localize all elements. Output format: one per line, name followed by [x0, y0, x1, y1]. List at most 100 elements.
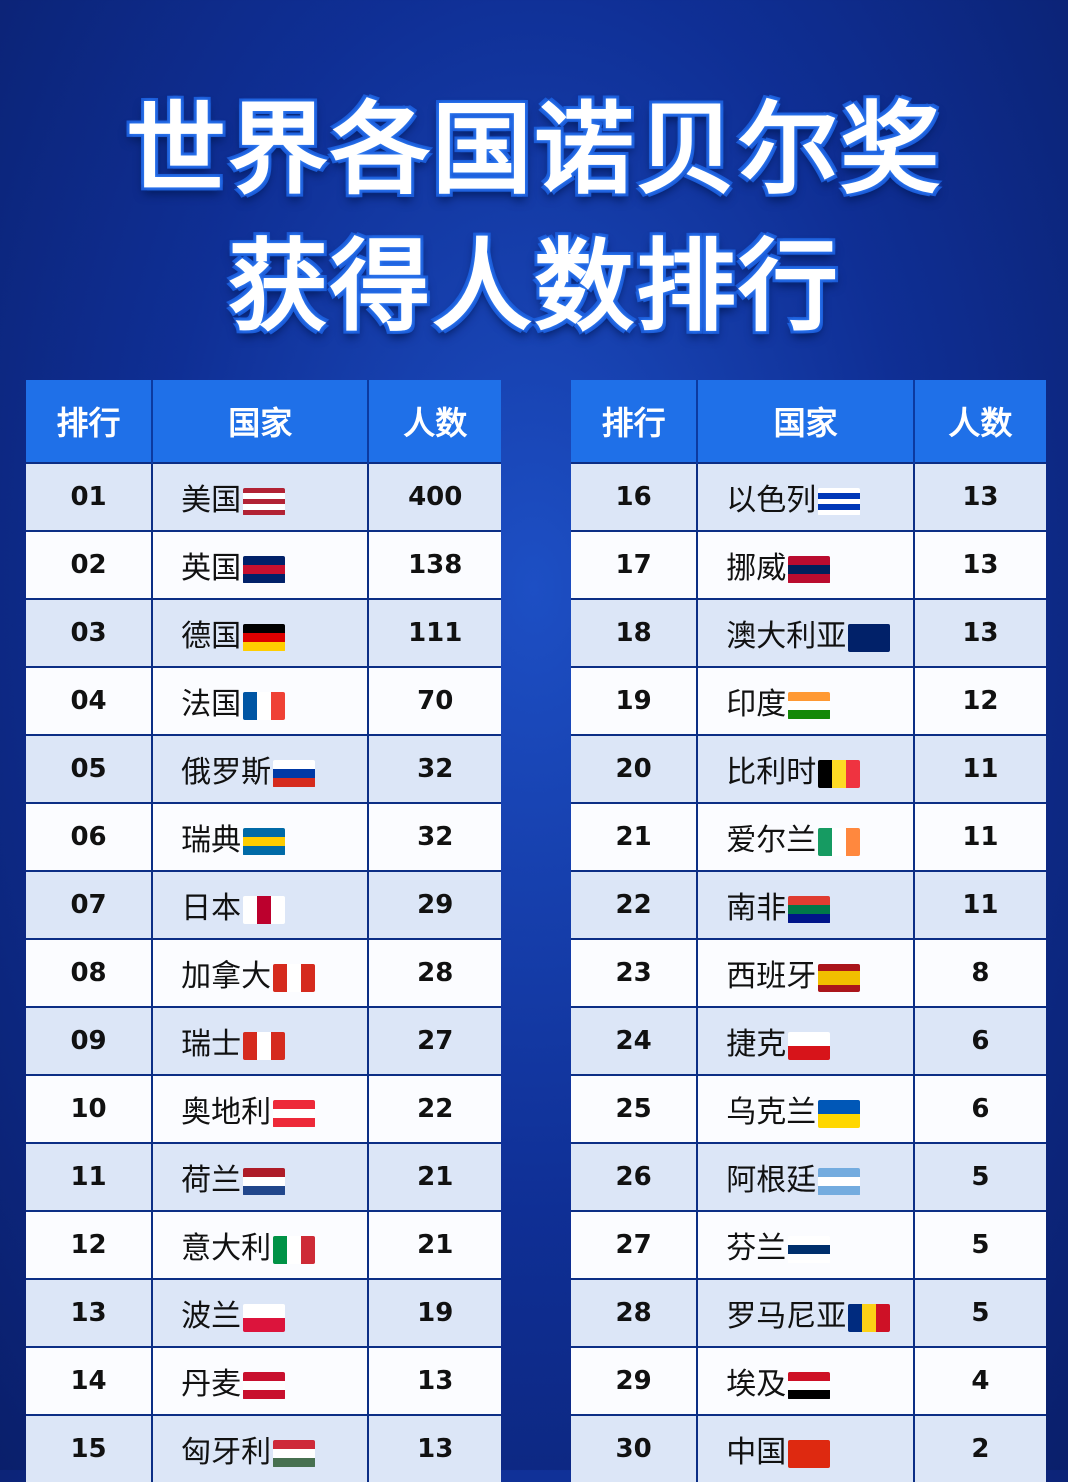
- rank-cell: 04: [26, 666, 154, 735]
- table-row: 07 日本 29: [26, 870, 501, 939]
- count-cell: 111: [368, 598, 501, 667]
- flag-stripe: [818, 487, 861, 494]
- flag-icon: [788, 1439, 831, 1468]
- count-cell: 21: [368, 1142, 501, 1211]
- rank-cell: 26: [571, 1142, 699, 1211]
- rank-cell: 03: [26, 598, 154, 667]
- table-row: 28 罗马尼亚 5: [571, 1278, 1046, 1347]
- rank-cell: 15: [26, 1414, 154, 1482]
- ranking-table-right: 排行 国家 人数 16 以色列 13 17 挪威 13 18 澳大利亚 13 19 印…: [571, 380, 1046, 1482]
- rank-cell: 05: [26, 734, 154, 803]
- country-cell: 捷克: [697, 1006, 915, 1075]
- country-cell: 印度: [697, 666, 915, 735]
- count-cell: 13: [368, 1346, 501, 1415]
- count-cell: 5: [913, 1278, 1046, 1347]
- count-cell: 5: [913, 1210, 1046, 1279]
- ranking-table-left: 排行 国家 人数 01 美国 400 02 英国 138 03 德国 111 04 法…: [26, 380, 501, 1482]
- table-row: 03 德国 111: [26, 598, 501, 667]
- flag-stripe: [243, 1371, 286, 1381]
- rank-cell: 02: [26, 530, 154, 599]
- flag-stripe: [788, 904, 831, 915]
- country-cell: 法国: [152, 666, 370, 735]
- table-row: 26 阿根廷 5: [571, 1142, 1046, 1211]
- table-row: 13 波兰 19: [26, 1278, 501, 1347]
- rank-cell: 12: [26, 1210, 154, 1279]
- flag-stripe: [818, 1167, 861, 1177]
- flag-stripe: [243, 1317, 286, 1332]
- count-cell: 11: [913, 802, 1046, 871]
- flag-icon: [273, 759, 316, 788]
- country-cell: 阿根廷: [697, 1142, 915, 1211]
- rank-cell: 09: [26, 1006, 154, 1075]
- flag-icon: [788, 1371, 831, 1400]
- country-cell: 西班牙: [697, 938, 915, 1007]
- country-name: 德国: [181, 619, 242, 654]
- flag-stripe: [848, 637, 891, 652]
- rank-cell: 10: [26, 1074, 154, 1143]
- flag-stripe: [257, 691, 272, 720]
- flag-stripe: [301, 963, 316, 992]
- flag-stripe: [243, 691, 258, 720]
- table-row: 17 挪威 13: [571, 530, 1046, 599]
- country-name: 比利时: [726, 755, 817, 790]
- table-row: 20 比利时 11: [571, 734, 1046, 803]
- table-row: 23 西班牙 8: [571, 938, 1046, 1007]
- country-name: 法国: [181, 687, 242, 722]
- country-cell: 丹麦: [152, 1346, 370, 1415]
- flag-stripe: [818, 498, 861, 505]
- count-cell: 8: [913, 938, 1046, 1007]
- flag-stripe: [846, 827, 861, 856]
- count-cell: 13: [913, 598, 1046, 667]
- country-name: 西班牙: [726, 959, 817, 994]
- count-cell: 5: [913, 1142, 1046, 1211]
- flag-icon: [243, 895, 286, 924]
- rank-cell: 13: [26, 1278, 154, 1347]
- rank-cell: 14: [26, 1346, 154, 1415]
- rank-cell: 11: [26, 1142, 154, 1211]
- table-row: 01 美国 400: [26, 462, 501, 531]
- country-name: 埃及: [726, 1367, 787, 1402]
- flag-stripe: [273, 1118, 316, 1128]
- country-name: 罗马尼亚: [726, 1299, 847, 1334]
- flag-stripe: [243, 642, 286, 652]
- country-cell: 比利时: [697, 734, 915, 803]
- flag-stripe: [243, 1167, 286, 1177]
- flag-stripe: [818, 509, 861, 516]
- flag-stripe: [818, 504, 861, 510]
- flag-icon: [243, 827, 286, 856]
- table-row: 30 中国 2: [571, 1414, 1046, 1482]
- flag-stripe: [788, 700, 831, 711]
- count-cell: 11: [913, 734, 1046, 803]
- count-cell: 2: [913, 1414, 1046, 1482]
- rank-cell: 29: [571, 1346, 699, 1415]
- country-cell: 意大利: [152, 1210, 370, 1279]
- flag-icon: [788, 691, 831, 720]
- flag-icon: [818, 487, 861, 516]
- title-line-2: 获得人数排行: [228, 228, 840, 345]
- flag-stripe: [243, 1390, 286, 1400]
- flag-icon: [848, 623, 891, 652]
- flag-stripe: [257, 1031, 272, 1060]
- header-country: 国家: [152, 380, 370, 463]
- flag-stripe: [818, 1176, 861, 1187]
- flag-icon: [818, 759, 861, 788]
- country-name: 以色列: [726, 483, 817, 518]
- rank-cell: 25: [571, 1074, 699, 1143]
- rank-cell: 20: [571, 734, 699, 803]
- flag-stripe: [788, 1235, 831, 1245]
- count-cell: 6: [913, 1074, 1046, 1143]
- rank-cell: 08: [26, 938, 154, 1007]
- country-cell: 以色列: [697, 462, 915, 531]
- flag-stripe: [243, 632, 286, 643]
- table-row: 05 俄罗斯 32: [26, 734, 501, 803]
- flag-stripe: [273, 1448, 316, 1459]
- country-name: 挪威: [726, 551, 787, 586]
- country-cell: 加拿大: [152, 938, 370, 1007]
- table-row: 18 澳大利亚 13: [571, 598, 1046, 667]
- country-cell: 挪威: [697, 530, 915, 599]
- country-name: 芬兰: [726, 1231, 787, 1266]
- flag-stripe: [788, 1380, 831, 1391]
- count-cell: 6: [913, 1006, 1046, 1075]
- count-cell: 4: [913, 1346, 1046, 1415]
- flag-icon: [818, 963, 861, 992]
